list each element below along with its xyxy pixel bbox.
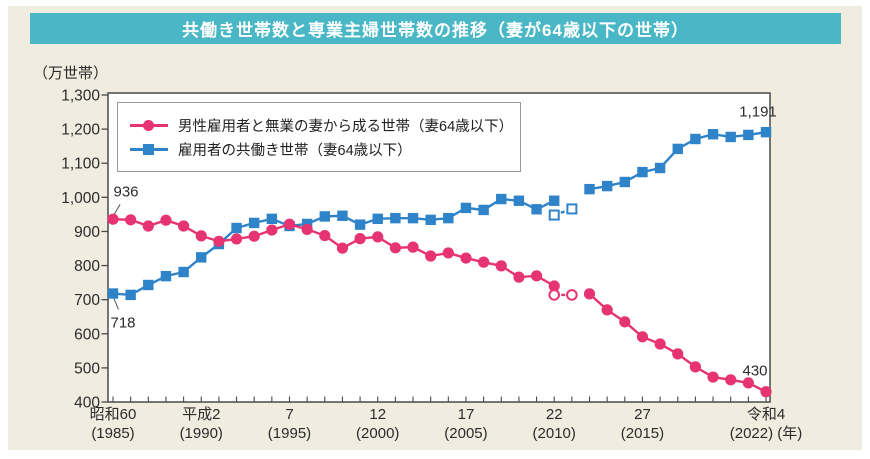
x-tick-year-label: (2010)	[533, 425, 576, 442]
x-tick-era-label: 平成2	[182, 406, 220, 423]
x-tick-era-label: 22	[546, 406, 563, 423]
y-tick-label: 700	[74, 292, 100, 309]
blue-square-series-icon	[130, 143, 168, 156]
y-tick-label: 1,000	[61, 190, 100, 207]
x-tick-year-label: (2000)	[356, 425, 399, 442]
data-label: 1,191	[739, 103, 777, 121]
y-tick-label: 400	[74, 395, 100, 412]
chart-title-bar: 共働き世帯数と専業主婦世帯数の推移（妻が64歳以下の世帯）	[30, 13, 841, 44]
data-label: 936	[113, 183, 139, 201]
x-tick-era-label: 27	[634, 406, 651, 423]
x-tick-year-label: (2015)	[621, 425, 664, 442]
data-label: 430	[742, 362, 768, 380]
legend-item: 雇用者の共働き世帯（妻64歳以下）	[130, 139, 510, 160]
legend-item: 男性雇用者と無業の妻から成る世帯（妻64歳以下）	[130, 115, 514, 136]
x-tick-year-label: (2022) (年)	[730, 425, 803, 442]
y-tick-label: 1,100	[61, 156, 100, 173]
x-tick-year-label: (2005)	[444, 425, 487, 442]
y-tick-label: 1,300	[61, 88, 100, 105]
data-label: 718	[110, 314, 136, 332]
pink-circle-series-icon	[130, 119, 168, 132]
x-tick-year-label: (1985)	[91, 425, 134, 442]
y-tick-label: 800	[74, 258, 100, 275]
y-tick-label: 1,200	[61, 122, 100, 139]
x-tick-era-label: 17	[458, 406, 475, 423]
y-tick-label: 600	[74, 326, 100, 343]
x-tick-year-label: (1995)	[268, 425, 311, 442]
x-tick-era-label: 12	[369, 406, 386, 423]
y-axis: 400 500 600 700 800 900 1,000 1,100 1,200 1,300	[61, 88, 108, 412]
x-tick-year-label: (1990)	[180, 425, 223, 442]
x-tick-era-label: 7	[285, 406, 293, 423]
chart-title: 共働き世帯数と専業主婦世帯数の推移（妻が64歳以下の世帯）	[182, 21, 689, 40]
series-circle	[107, 213, 772, 398]
legend-label: 雇用者の共働き世帯（妻64歳以下）	[178, 143, 412, 159]
y-axis-unit-label: （万世帯）	[32, 65, 108, 82]
annotations	[113, 204, 121, 310]
y-tick-label: 500	[74, 360, 100, 377]
y-tick-label: 900	[74, 224, 100, 241]
x-axis: 昭和60 (1985) 平成2 (1990) 7 (1995) 12 (2000) 17 (200…	[90, 396, 803, 442]
x-tick-era-label: 昭和60	[90, 406, 137, 423]
legend: 男性雇用者と無業の妻から成る世帯（妻64歳以下） 雇用者の共働き世帯（妻64歳以下…	[117, 102, 521, 172]
legend-label: 男性雇用者と無業の妻から成る世帯（妻64歳以下）	[178, 119, 514, 135]
x-tick-era-label: 令和4	[747, 406, 785, 423]
